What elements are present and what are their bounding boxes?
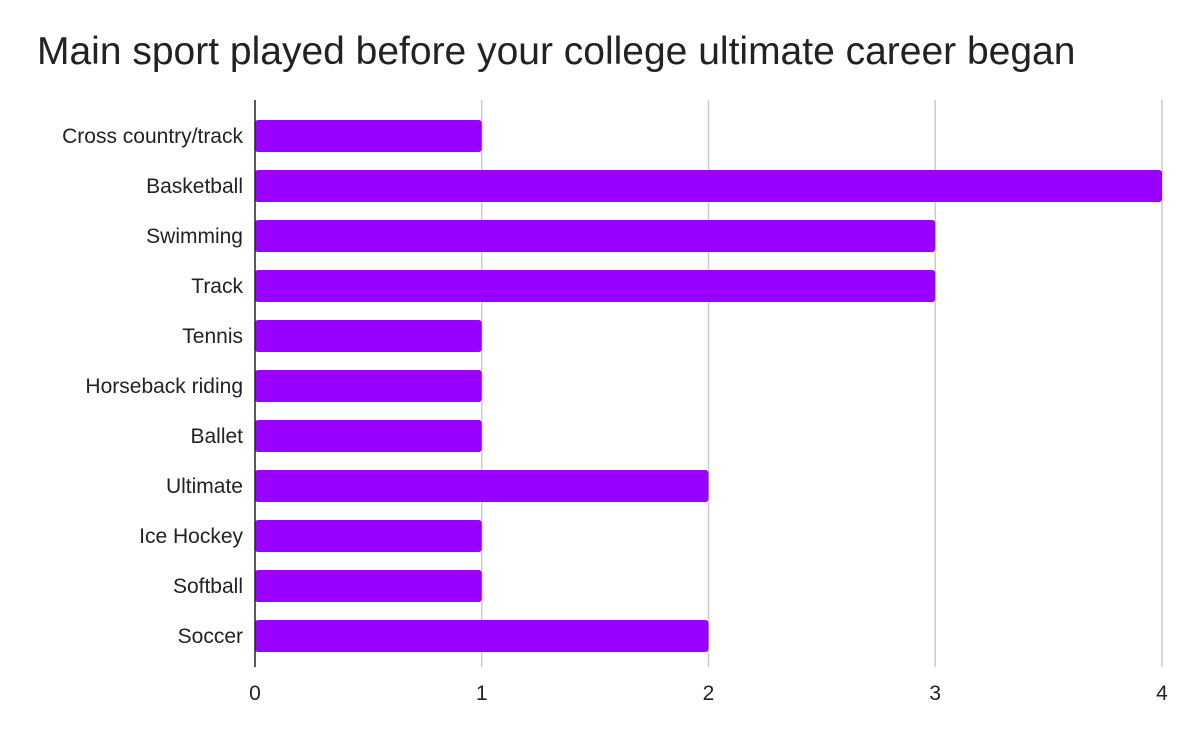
category-label: Ballet — [190, 425, 243, 448]
bar — [255, 370, 482, 402]
x-tick-label: 0 — [249, 682, 261, 705]
bar — [255, 420, 482, 452]
category-label: Tennis — [182, 325, 243, 348]
category-label: Basketball — [146, 175, 243, 198]
bar — [255, 570, 482, 602]
bar — [255, 270, 936, 302]
bar — [255, 520, 482, 552]
x-tick-label: 2 — [703, 682, 715, 705]
category-label: Swimming — [146, 225, 243, 248]
category-label: Cross country/track — [62, 125, 243, 148]
bar — [255, 220, 936, 252]
bar — [255, 120, 482, 152]
bar — [255, 170, 1162, 202]
category-label: Ultimate — [166, 475, 243, 498]
category-labels: Cross country/track Basketball Swimming Tra… — [62, 125, 243, 648]
bar — [255, 470, 709, 502]
x-tick-label: 1 — [476, 682, 488, 705]
category-label: Soccer — [178, 625, 243, 648]
x-tick-label: 4 — [1156, 682, 1168, 705]
category-label: Softball — [173, 575, 243, 598]
bar — [255, 320, 482, 352]
bars — [255, 120, 1162, 652]
chart-title: Main sport played before your college ul… — [37, 30, 1076, 73]
x-tick-label: 3 — [929, 682, 941, 705]
category-label: Horseback riding — [85, 375, 243, 398]
category-label: Track — [191, 275, 243, 298]
category-label: Ice Hockey — [139, 525, 243, 548]
x-tick-labels: 0 1 2 3 4 — [249, 682, 1168, 705]
bar — [255, 620, 709, 652]
